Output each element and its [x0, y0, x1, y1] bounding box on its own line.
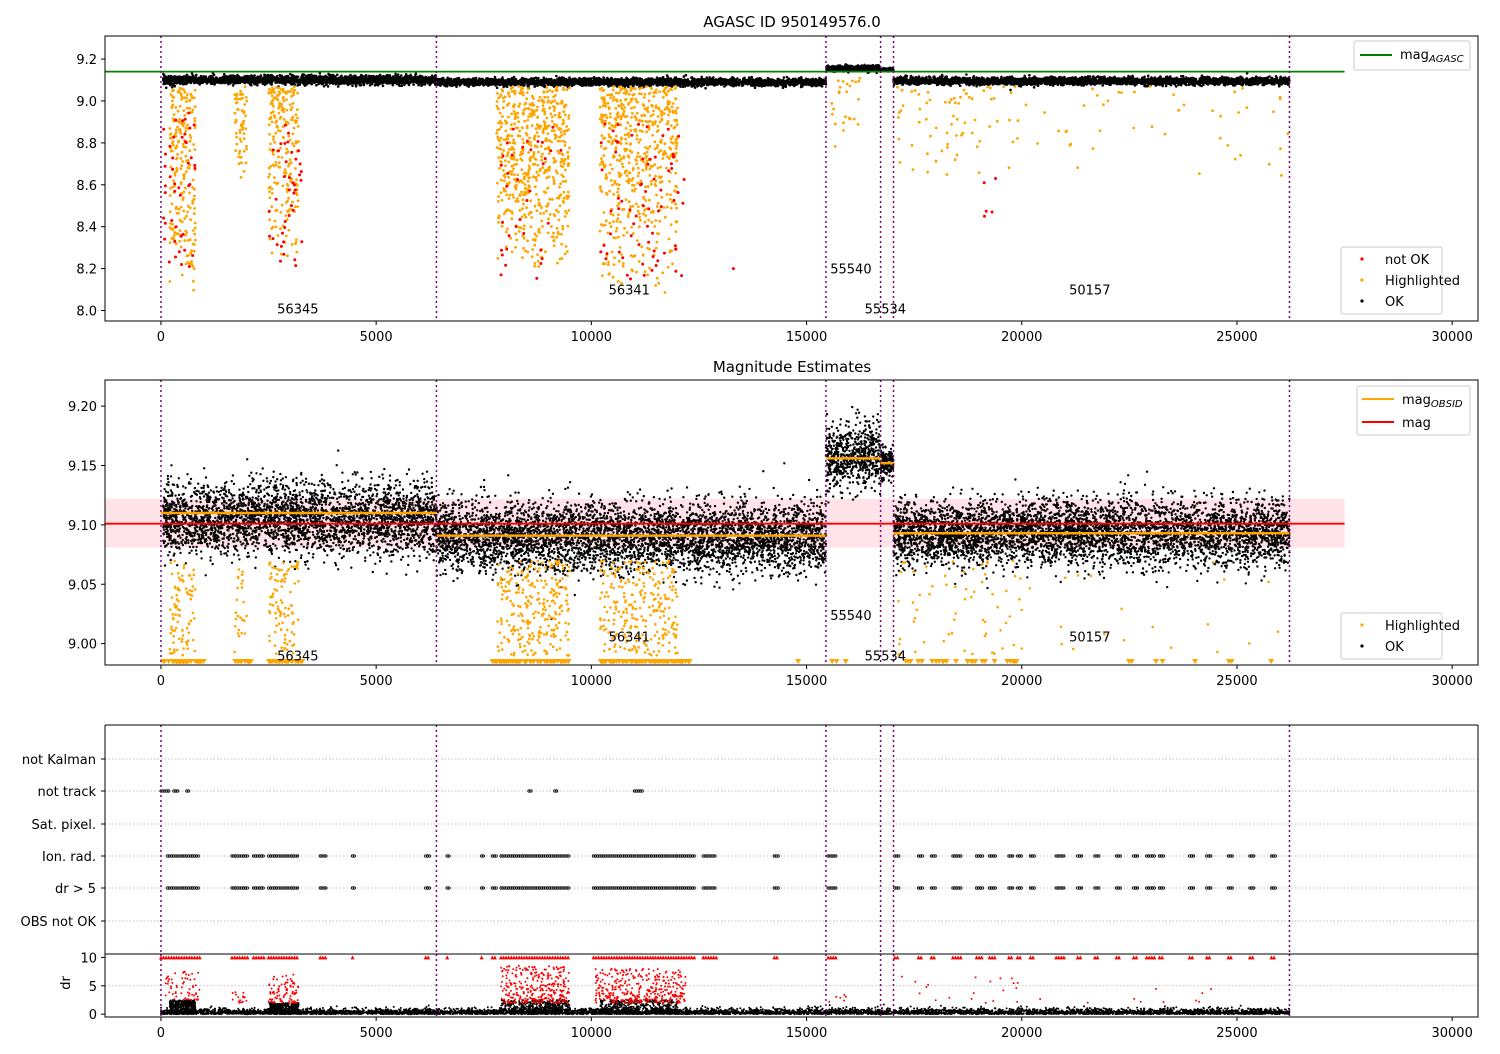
y-tick-label: 8.4: [76, 221, 97, 236]
flag-category-label: dr > 5: [55, 882, 96, 897]
obsid-label: 50157: [1069, 284, 1110, 299]
y-tick-label: 8.6: [76, 179, 97, 194]
legend-not-ok-marker: [1360, 257, 1364, 261]
panel-2-axes: 0 5000 10000 15000 20000 25000 30000 9.00 9.05 9.…: [68, 379, 1479, 689]
flag-markers: [165, 886, 1277, 890]
obsid-label: 55540: [830, 609, 871, 624]
y-tick-label: 8.0: [76, 305, 97, 320]
x-tick-label: 10000: [571, 1026, 612, 1041]
legend-ok-label: OK: [1385, 295, 1404, 310]
legend-highlighted-label: Highlighted: [1385, 274, 1460, 289]
panel-flags: not Kalman not track Sat. pixel. Ion. rad. d…: [21, 724, 1479, 954]
x-tick-label: 30000: [1431, 330, 1472, 345]
x-tick-label: 0: [157, 674, 165, 689]
y-tick-label: 8.2: [76, 263, 97, 278]
ok-points: [162, 405, 1291, 621]
flag-category-label: Ion. rad.: [42, 850, 96, 865]
legend-2-ok-marker: [1360, 644, 1364, 648]
y-tick-label: 5: [89, 980, 97, 995]
y-tick-label: 8.8: [76, 137, 97, 152]
panel-4-ylabel: dr: [59, 976, 74, 990]
legend-mag-label: mag: [1402, 416, 1431, 431]
panel-2-data-layer: [105, 380, 1345, 665]
x-tick-label: 5000: [360, 1026, 393, 1041]
panel-dr: 0 5000 10000 15000 20000 25000 30000 0 5 10 dr: [59, 951, 1479, 1041]
x-tick-label: 5000: [360, 330, 393, 345]
dr-ok-points: [160, 999, 1291, 1016]
legend-mag-agasc-label: magAGASC: [1400, 48, 1464, 65]
legend-ok-marker: [1360, 299, 1364, 303]
flag-category-label: not Kalman: [22, 753, 96, 768]
panel-4-axes: 0 5000 10000 15000 20000 25000 30000 0 5 10: [80, 951, 1479, 1041]
flag-category-label: OBS not OK: [21, 915, 97, 930]
panel-2-legend-top: magOBSID mag: [1356, 385, 1471, 436]
y-tick-label: 9.0: [76, 95, 97, 110]
x-tick-label: 15000: [786, 674, 827, 689]
y-tick-label: 9.2: [76, 53, 97, 68]
ok-points: [162, 63, 1291, 92]
clipped-low-markers: [160, 659, 1275, 664]
panel-2-obsid-labels: 56345 56341 55540 55534 50157: [277, 609, 1110, 664]
panel-agasc-magnitude: AGASC ID 950149576.0 56345 56341 55540 5553…: [76, 13, 1479, 345]
y-tick-label: 9.10: [68, 519, 97, 534]
panel-2-title: Magnitude Estimates: [713, 358, 871, 376]
x-tick-label: 30000: [1431, 1026, 1472, 1041]
y-tick-label: 9.00: [68, 638, 97, 653]
x-tick-label: 15000: [786, 330, 827, 345]
panel-1-frame: [104, 35, 1479, 322]
panel-1-axes: 0 5000 10000 15000 20000 25000 30000 8.0 8.2 8.4 8…: [76, 35, 1479, 345]
x-tick-label: 30000: [1431, 674, 1472, 689]
legend-mag-obsid-label: magOBSID: [1402, 393, 1463, 410]
legend-2-ok-label: OK: [1385, 640, 1404, 655]
panel-1-legend-top: magAGASC: [1353, 40, 1471, 71]
obsid-label: 55540: [830, 263, 871, 278]
y-tick-label: 9.20: [68, 400, 97, 415]
obsid-label: 55534: [865, 650, 906, 665]
panel-3-data-layer: [105, 725, 1478, 954]
x-tick-label: 0: [157, 1026, 165, 1041]
x-tick-label: 10000: [571, 674, 612, 689]
flag-category-label: Sat. pixel.: [32, 818, 96, 833]
flag-markers: [159, 789, 644, 793]
panel-1-title: AGASC ID 950149576.0: [703, 13, 881, 31]
flag-category-label: not track: [37, 785, 96, 800]
legend-not-ok-label: not OK: [1385, 253, 1430, 268]
y-tick-label: 9.15: [68, 460, 97, 475]
panel-1-data-layer: [105, 36, 1345, 321]
x-tick-label: 20000: [1001, 1026, 1042, 1041]
obsid-label: 50157: [1069, 631, 1110, 646]
x-tick-label: 0: [157, 330, 165, 345]
obsid-label: 56341: [609, 631, 650, 646]
panel-4-data-layer: [105, 954, 1478, 1017]
x-tick-label: 15000: [786, 1026, 827, 1041]
legend-2-highlighted-marker: [1360, 623, 1364, 627]
x-tick-label: 25000: [1216, 330, 1257, 345]
panel-1-legend-bottom: not OK Highlighted OK: [1340, 246, 1460, 315]
x-tick-label: 25000: [1216, 674, 1257, 689]
dr-clipped-markers: [159, 955, 1276, 960]
legend-2-highlighted-label: Highlighted: [1385, 619, 1460, 634]
y-tick-label: 0: [89, 1008, 97, 1023]
obsid-label: 55534: [865, 302, 906, 317]
dr-high-points: [164, 964, 1213, 1004]
highlighted-points: [168, 559, 1280, 657]
y-tick-label: 9.05: [68, 578, 97, 593]
y-tick-label: 10: [80, 951, 97, 966]
x-tick-label: 10000: [571, 330, 612, 345]
obsid-label: 56341: [609, 284, 650, 299]
panel-1-obsid-labels: 56345 56341 55540 55534 50157: [277, 263, 1110, 318]
panel-2-frame: [104, 379, 1479, 666]
x-tick-label: 25000: [1216, 1026, 1257, 1041]
legend-highlighted-marker: [1360, 278, 1364, 282]
flag-markers: [165, 854, 1277, 858]
x-tick-label: 20000: [1001, 330, 1042, 345]
obsid-label: 56345: [277, 650, 318, 665]
panel-2-legend-bottom: Highlighted OK: [1340, 612, 1460, 660]
x-tick-label: 5000: [360, 674, 393, 689]
x-tick-label: 20000: [1001, 674, 1042, 689]
obsid-label: 56345: [277, 302, 318, 317]
panel-magnitude-estimates: Magnitude Estimates 56345 56341 55540 55534…: [68, 358, 1479, 689]
panel-3-axes: not Kalman not track Sat. pixel. Ion. rad. d…: [21, 724, 1479, 954]
